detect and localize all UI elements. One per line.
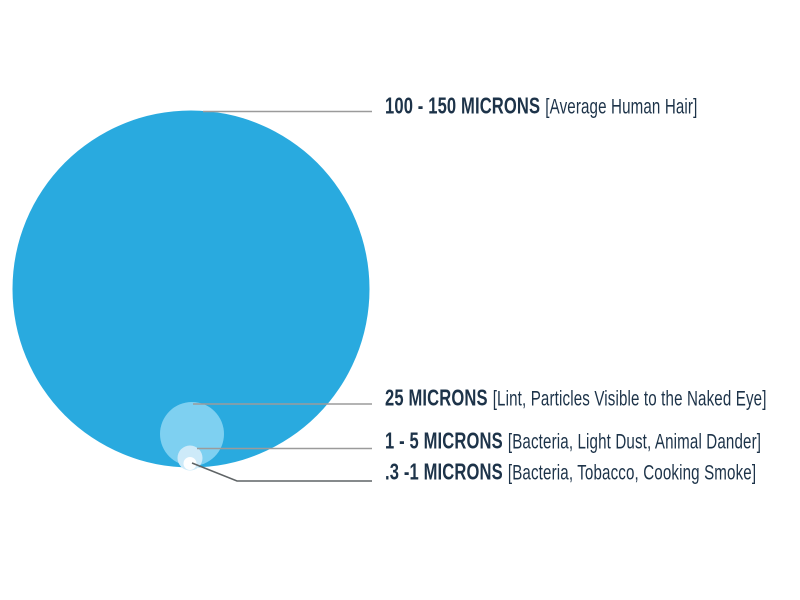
circle-03-1-microns [183, 457, 197, 470]
size-text-100-150-microns: 100 - 150 MICRONS [385, 92, 541, 119]
leader-line-03-1-microns [191, 462, 372, 482]
description-text-1-5-microns: [Bacteria, Light Dust, Animal Dander] [507, 430, 762, 454]
circle-25-microns [160, 402, 224, 466]
label-100-150-microns: 100 - 150 MICRONS [Average Human Hair] [385, 92, 698, 119]
description-text-03-1-microns: [Bacteria, Tobacco, Cooking Smoke] [507, 461, 757, 485]
label-03-1-microns: .3 -1 MICRONS [Bacteria, Tobacco, Cooking… [385, 458, 757, 485]
circle-100-150-microns [12, 110, 370, 468]
size-text-1-5-microns: 1 - 5 MICRONS [385, 427, 503, 454]
description-text-25-microns: [Lint, Particles Visible to the Naked Ey… [492, 387, 767, 411]
size-text-03-1-microns: .3 -1 MICRONS [385, 458, 503, 485]
size-text-25-microns: 25 MICRONS [385, 384, 488, 411]
description-text-100-150-microns: [Average Human Hair] [545, 95, 698, 119]
label-1-5-microns: 1 - 5 MICRONS [Bacteria, Light Dust, Anim… [385, 427, 762, 454]
label-25-microns: 25 MICRONS [Lint, Particles Visible to th… [385, 384, 767, 411]
